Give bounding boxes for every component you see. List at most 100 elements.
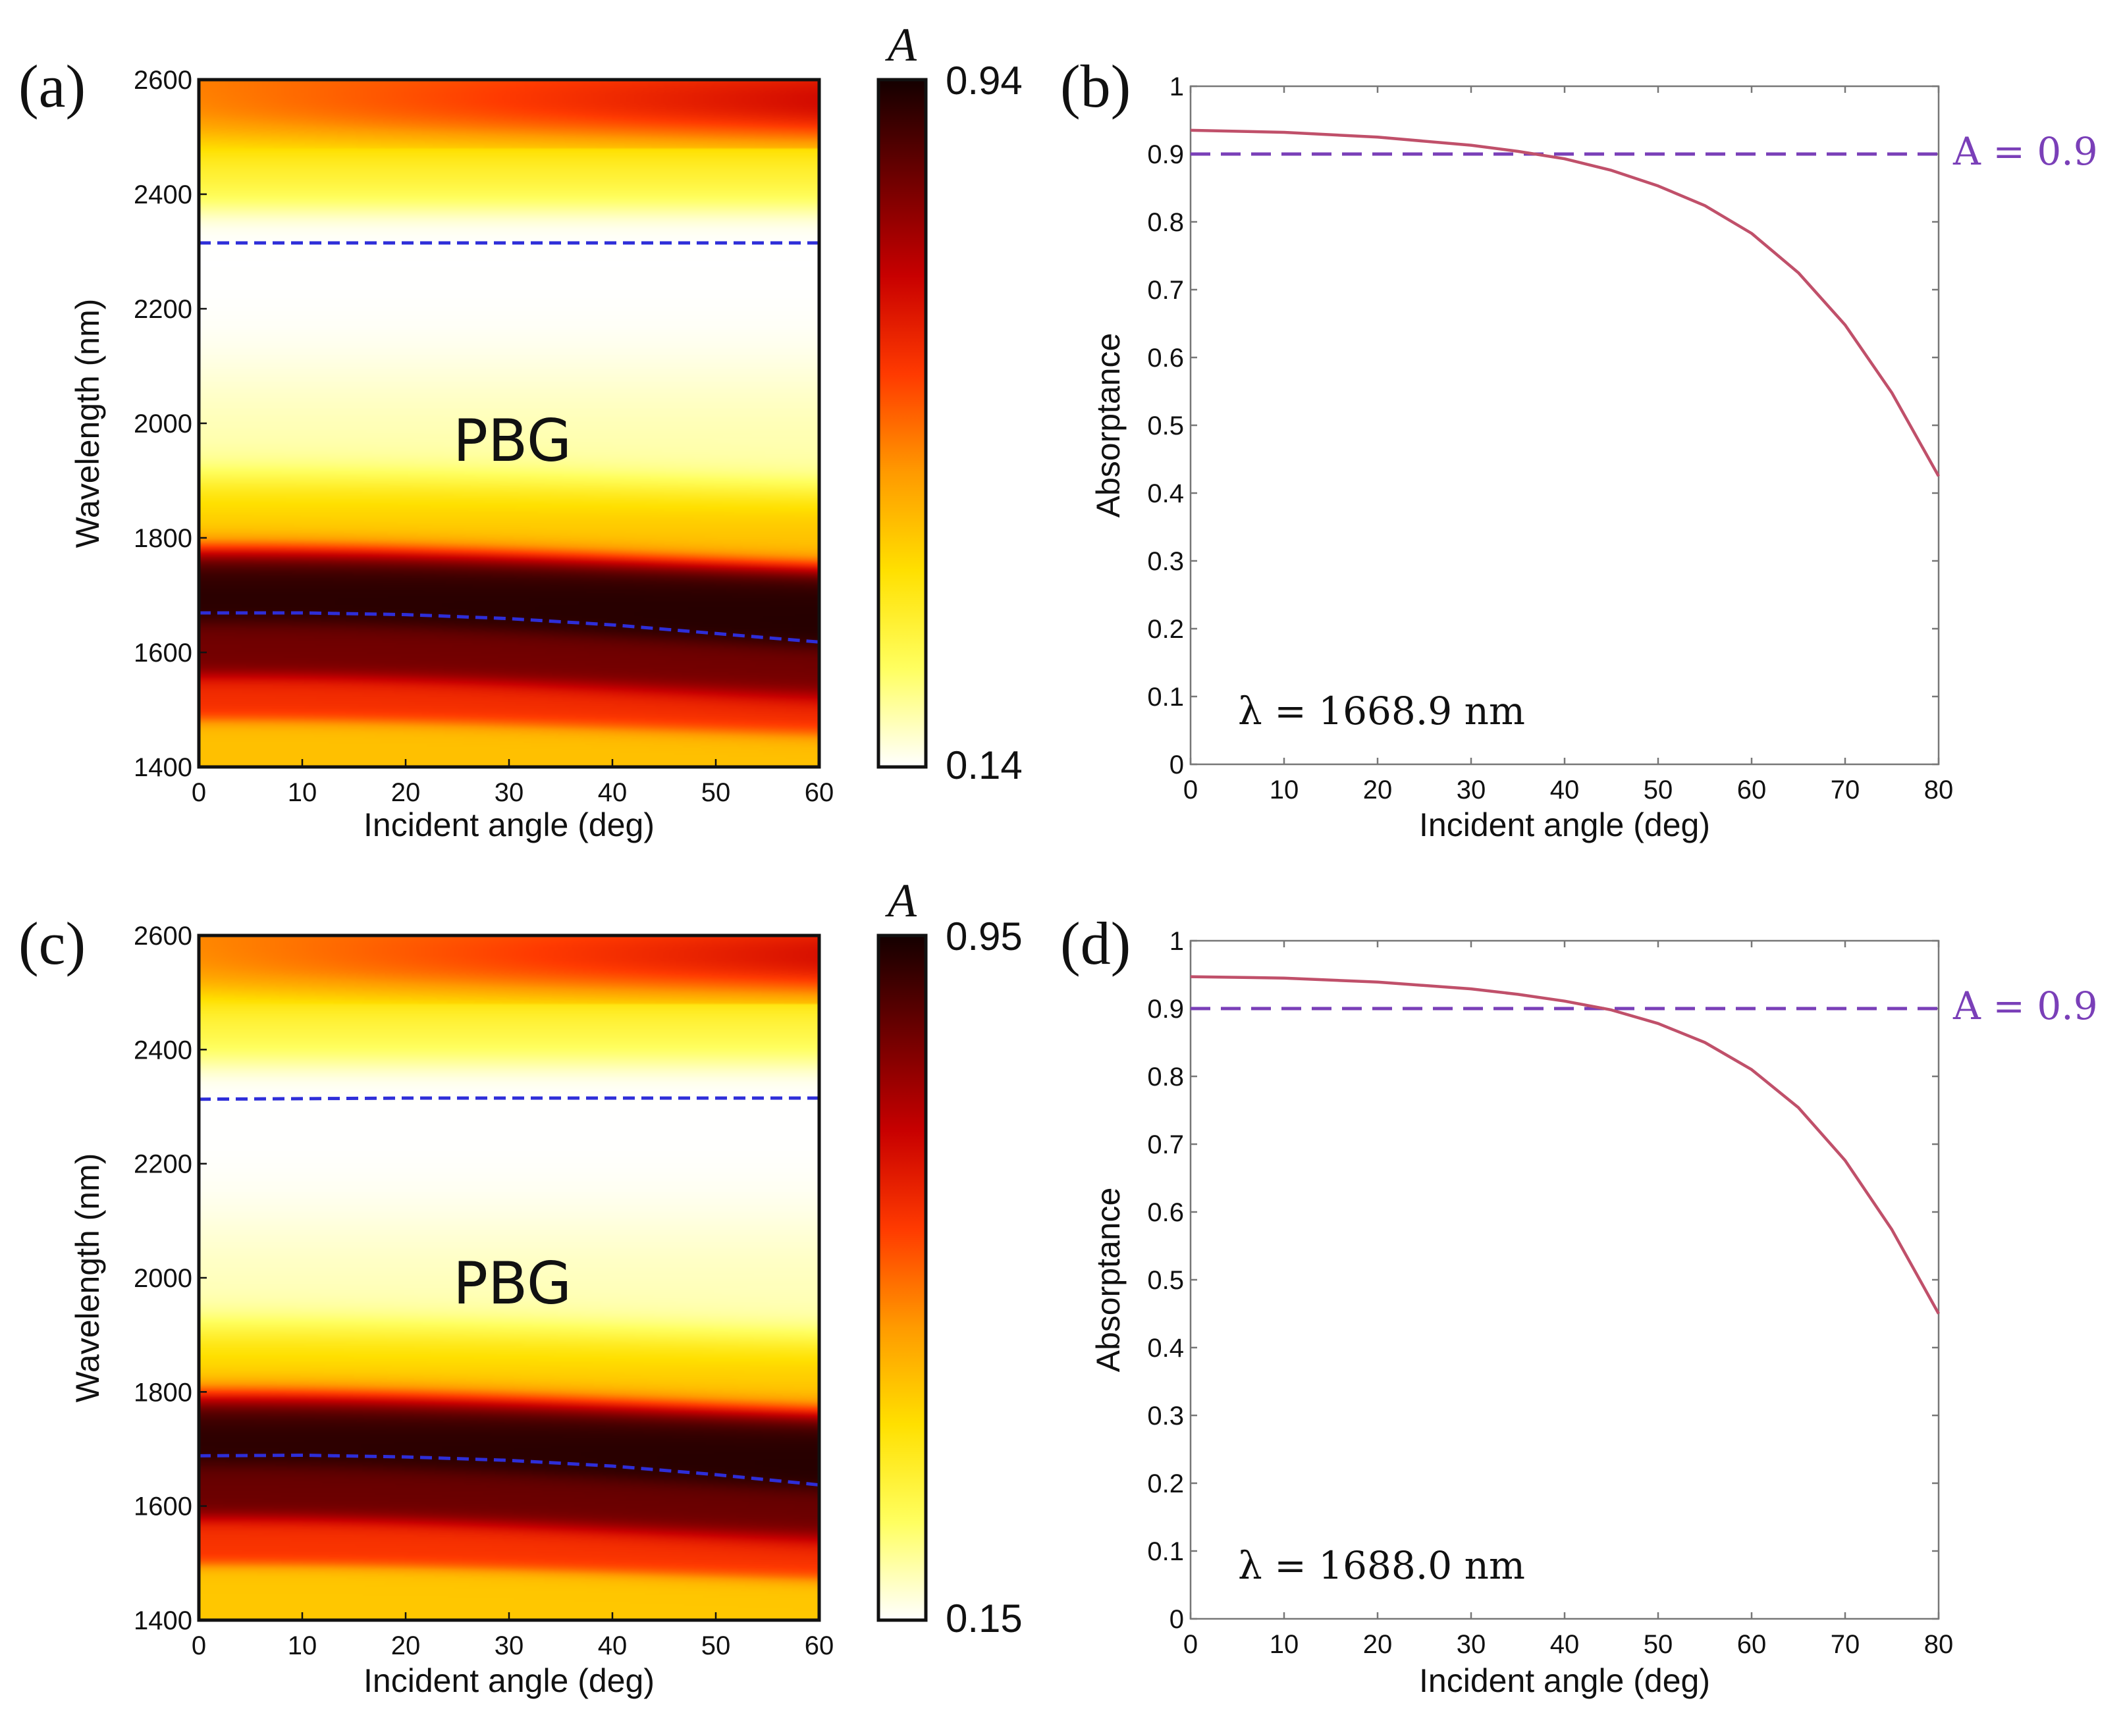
heatmap-panel-a: (a) 0 10 20 30 40 50 60 1400 1600 1800 2000 2200 24… xyxy=(18,18,1023,843)
y-tick-label: 1 xyxy=(1169,927,1184,956)
series-d xyxy=(1190,975,1940,1315)
x-tick-label: 40 xyxy=(1550,1630,1580,1659)
y-tick-label: 1800 xyxy=(134,524,192,553)
panel-label-a: (a) xyxy=(18,53,86,120)
y-tick-label: 0.9 xyxy=(1147,140,1184,169)
heatmap-image-c xyxy=(199,935,819,1620)
x-tick-label: 10 xyxy=(288,1631,317,1660)
y-tick-label: 1800 xyxy=(134,1378,192,1407)
mode-boundary-line xyxy=(199,611,820,644)
x-tick-label: 60 xyxy=(1737,776,1767,804)
series-b xyxy=(1190,128,1940,477)
x-tick-label: 40 xyxy=(598,778,628,807)
x-tick-label: 50 xyxy=(1644,776,1673,804)
x-tick-label: 30 xyxy=(1457,1630,1486,1659)
y-tick-label: 0.9 xyxy=(1147,995,1184,1024)
y-tick-label: 2600 xyxy=(134,66,192,95)
x-tick-label: 20 xyxy=(1363,1630,1393,1659)
x-tick-label: 20 xyxy=(391,1631,421,1660)
x-tick-label: 0 xyxy=(1183,776,1198,804)
x-tick-label: 10 xyxy=(1270,776,1299,804)
x-tick-label: 0 xyxy=(1183,1630,1198,1659)
y-tick-label: 1 xyxy=(1169,72,1184,101)
y-ticks-a: 1400 1600 1800 2000 2200 2400 2600 xyxy=(134,66,207,782)
y-axis-label-c: Wavelength (nm) xyxy=(69,1153,106,1403)
panel-label-b: (b) xyxy=(1060,53,1131,120)
colorbar-gradient-a xyxy=(876,78,928,769)
y-tick-label: 0.7 xyxy=(1147,276,1184,305)
colorbar-title-a: A xyxy=(885,18,917,71)
x-tick-label: 20 xyxy=(1363,776,1393,804)
y-tick-label: 2400 xyxy=(134,180,192,209)
mode-lines-a xyxy=(199,241,820,644)
plot-frame-b xyxy=(1189,85,1940,766)
panel-label-d: (d) xyxy=(1060,910,1131,977)
x-tick-label: 80 xyxy=(1924,1630,1954,1659)
y-tick-label: 0.8 xyxy=(1147,1063,1184,1092)
x-tick-label: 40 xyxy=(598,1631,628,1660)
y-tick-label: 0.2 xyxy=(1147,615,1184,644)
y-tick-label: 2200 xyxy=(134,1150,192,1179)
y-tick-label: 0.4 xyxy=(1147,1334,1184,1363)
y-tick-label: 2400 xyxy=(134,1036,192,1065)
reference-label-d: A = 0.9 xyxy=(1952,984,2098,1028)
y-tick-label: 0.4 xyxy=(1147,479,1184,508)
reference-label-b: A = 0.9 xyxy=(1952,129,2098,174)
mode-boundary-line xyxy=(198,1453,820,1487)
y-tick-label: 0 xyxy=(1169,1605,1184,1634)
colorbar-min-label-c: 0.15 xyxy=(946,1596,1023,1641)
y-tick-label: 0.2 xyxy=(1147,1469,1184,1498)
x-ticks-b: 0 10 20 30 40 50 60 70 80 xyxy=(1183,86,1953,804)
y-tick-label: 0.1 xyxy=(1147,683,1184,712)
x-tick-label: 70 xyxy=(1831,1630,1860,1659)
absorptance-curve xyxy=(1190,128,1940,477)
x-ticks-c: 0 10 20 30 40 50 60 xyxy=(192,1612,834,1660)
mode-lines-c xyxy=(198,1096,820,1487)
plot-frame-d xyxy=(1189,939,1940,1620)
y-ticks-c: 1400 1600 1800 2000 2200 2400 2600 xyxy=(134,922,207,1635)
x-tick-label: 30 xyxy=(1457,776,1486,804)
colorbar-c: A 0.95 0.15 xyxy=(876,874,1023,1641)
y-tick-label: 0.5 xyxy=(1147,1266,1184,1295)
y-tick-label: 2000 xyxy=(134,409,192,438)
y-tick-label: 1400 xyxy=(134,753,192,782)
y-ticks-d: 0 0.1 0.2 0.3 0.4 0.5 0.6 0.7 0.8 0.9 1 xyxy=(1147,927,1939,1634)
y-ticks-b: 0 0.1 0.2 0.3 0.4 0.5 0.6 0.7 0.8 0.9 1 xyxy=(1147,72,1939,779)
x-tick-label: 60 xyxy=(805,778,834,807)
pbg-label-c: PBG xyxy=(453,1249,572,1317)
x-ticks-d: 0 10 20 30 40 50 60 70 80 xyxy=(1183,941,1953,1659)
colorbar-title-c: A xyxy=(885,874,917,927)
y-tick-label: 0.8 xyxy=(1147,208,1184,237)
y-tick-label: 2600 xyxy=(134,922,192,951)
y-tick-label: 0.3 xyxy=(1147,1402,1184,1431)
x-tick-label: 0 xyxy=(192,1631,206,1660)
wavelength-annotation-b: λ = 1668.9 nm xyxy=(1238,689,1525,733)
x-axis-label-a: Incident angle (deg) xyxy=(363,806,655,843)
line-panel-d: (d) 0 10 20 30 40 50 60 70 80 0 0.1 0.2 0.3 0.4 0.5 0.… xyxy=(1060,910,2098,1699)
x-ticks-a: 0 10 20 30 40 50 60 xyxy=(192,759,834,807)
colorbar-a: A 0.94 0.14 xyxy=(876,18,1023,787)
x-tick-label: 60 xyxy=(1737,1630,1767,1659)
y-tick-label: 1600 xyxy=(134,639,192,668)
y-tick-label: 0.6 xyxy=(1147,1198,1184,1227)
heatmap-panel-c: (c) 0 10 20 30 40 50 60 1400 1600 1800 2000 2200 24… xyxy=(18,874,1023,1699)
colorbar-max-label-a: 0.94 xyxy=(946,59,1023,103)
y-tick-label: 2000 xyxy=(134,1264,192,1293)
y-tick-label: 0.1 xyxy=(1147,1537,1184,1566)
x-tick-label: 0 xyxy=(192,778,206,807)
colorbar-min-label-a: 0.14 xyxy=(946,743,1023,787)
x-tick-label: 10 xyxy=(1270,1630,1299,1659)
x-tick-label: 30 xyxy=(495,778,524,807)
line-panel-b: (b) 0 10 20 30 40 50 60 70 80 0 0.1 0.2 0.3 0.4 0.5 0.… xyxy=(1060,53,2098,843)
x-tick-label: 20 xyxy=(391,778,421,807)
y-tick-label: 1400 xyxy=(134,1606,192,1635)
x-tick-label: 70 xyxy=(1831,776,1860,804)
y-tick-label: 2200 xyxy=(134,295,192,324)
colorbar-max-label-c: 0.95 xyxy=(946,914,1023,959)
x-tick-label: 50 xyxy=(701,1631,731,1660)
mode-boundary-line xyxy=(198,1096,819,1101)
y-tick-label: 0 xyxy=(1169,750,1184,779)
y-tick-label: 0.7 xyxy=(1147,1130,1184,1159)
x-tick-label: 60 xyxy=(805,1631,834,1660)
